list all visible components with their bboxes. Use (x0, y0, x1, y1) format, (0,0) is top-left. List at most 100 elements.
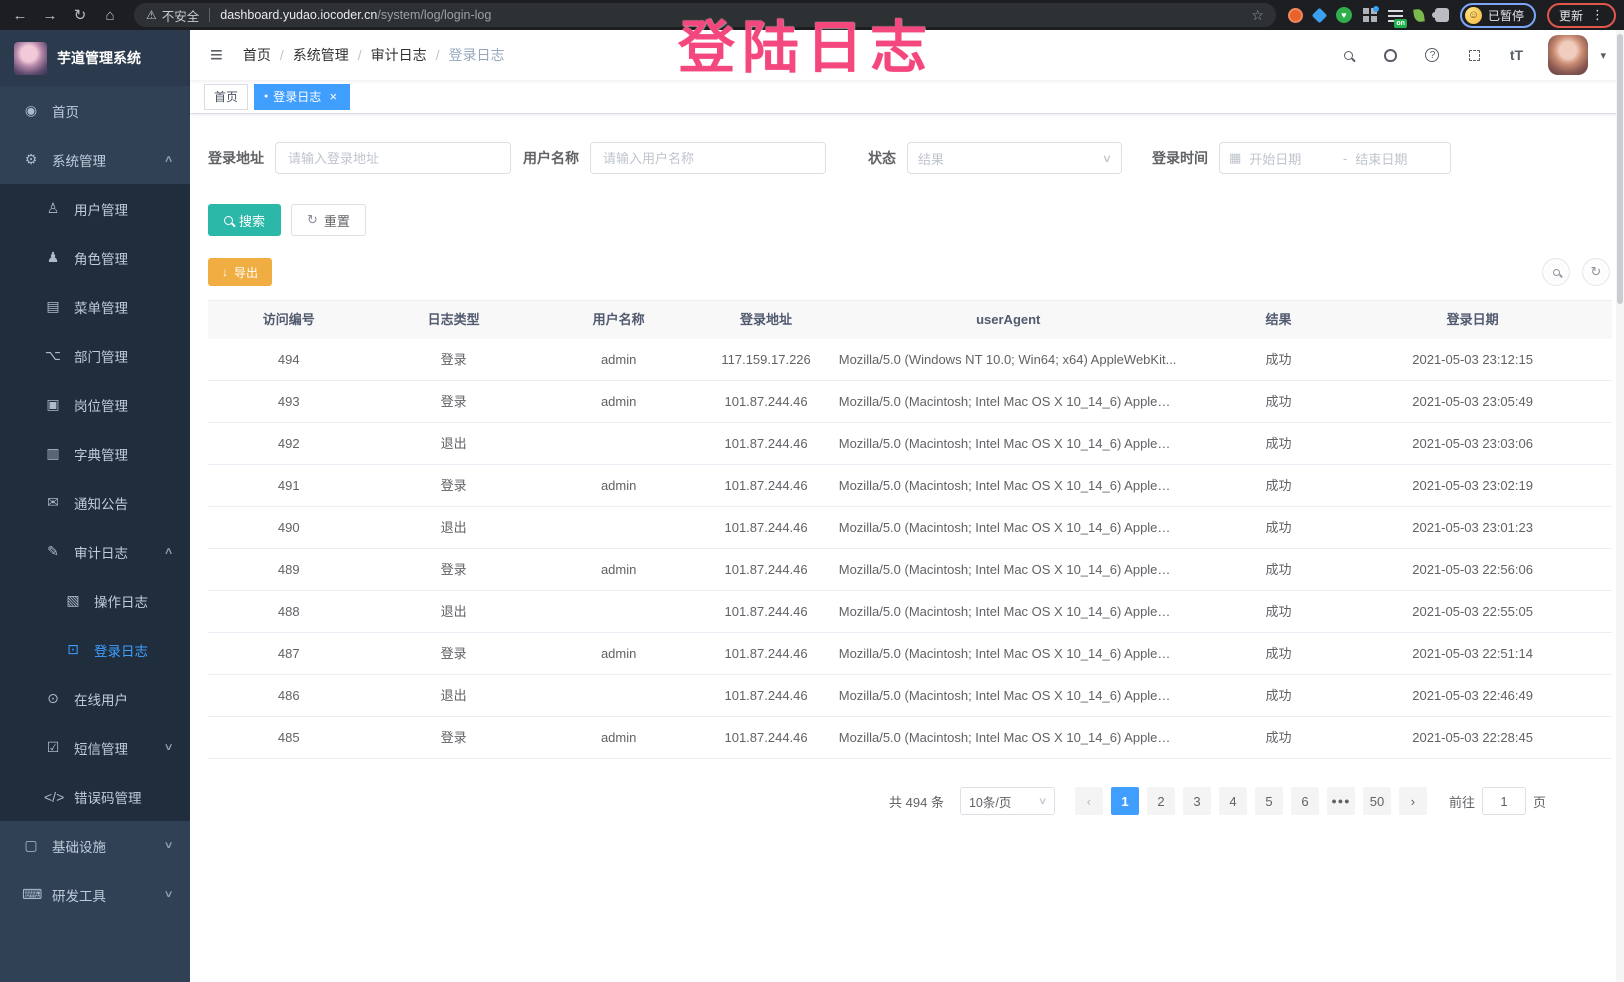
refresh-button[interactable]: ↻ (1582, 258, 1610, 286)
status-select[interactable]: 结果 ∨ (907, 142, 1122, 174)
search-button[interactable]: 搜索 (208, 204, 282, 236)
page-button[interactable]: 4 (1218, 787, 1247, 815)
sidebar-item-dev-tool[interactable]: ⌨ 研发工具 ∨ (0, 870, 190, 919)
app-logo[interactable]: 芋道管理系统 (0, 30, 190, 86)
sidebar-item-dict[interactable]: ▥ 字典管理 (0, 429, 190, 478)
scrollbar[interactable] (1616, 30, 1624, 982)
page-button[interactable]: 5 (1254, 787, 1283, 815)
cell-ip: 101.87.244.46 (724, 394, 808, 409)
breadcrumb-item-audit-log[interactable]: 审计日志 (349, 45, 427, 65)
reset-button[interactable]: ↻ 重置 (291, 204, 366, 236)
date-range-picker[interactable]: ▦ 开始日期 - 结束日期 (1219, 142, 1451, 174)
github-icon[interactable] (1380, 45, 1400, 65)
kebab-menu-icon[interactable]: ⋮ (1591, 7, 1604, 22)
paused-profile-chip[interactable]: ☺ 已暂停 (1459, 2, 1536, 28)
cell-result: 成功 (1265, 478, 1292, 493)
sidebar-item-role[interactable]: ♟ 角色管理 (0, 233, 190, 282)
page-button[interactable]: 50 (1362, 787, 1391, 815)
pagination: 共 494 条 10条/页 ∨ ‹ 1 2 3 4 5 6 (208, 787, 1612, 815)
close-icon[interactable]: × (329, 88, 338, 104)
search-icon[interactable] (1338, 45, 1358, 65)
sidebar-item-home[interactable]: ◉ 首页 (0, 86, 190, 135)
sidebar-item-menu[interactable]: ▤ 菜单管理 (0, 282, 190, 331)
scrollbar-thumb[interactable] (1617, 34, 1623, 304)
page-button[interactable]: 6 (1290, 787, 1319, 815)
prev-page-button[interactable]: ‹ (1074, 787, 1103, 815)
page-button[interactable]: 2 (1146, 787, 1175, 815)
address-input[interactable] (275, 142, 511, 174)
cell-date: 2021-05-03 22:51:14 (1412, 646, 1533, 661)
sidebar-item-label: 登录日志 (94, 643, 148, 659)
sidebar-item-sms[interactable]: ☑ 短信管理 ∨ (0, 723, 190, 772)
extension-blue-diamond-icon[interactable] (1311, 7, 1328, 23)
sidebar-menu: ◉ 首页 ⚙ 系统管理 ∧ ♙ 用户管理 ♟ (0, 86, 190, 919)
cell-log-type: 登录 (440, 646, 467, 661)
sidebar-item-error-code[interactable]: </> 错误码管理 (0, 772, 190, 821)
hamburger-icon[interactable]: ≡ (210, 42, 223, 67)
address-bar[interactable]: ⚠ 不安全 dashboard.yudao.iocoder.cn /system… (134, 3, 1276, 27)
chevron-down-icon[interactable]: ▾ (1600, 49, 1606, 62)
sidebar-item-notice[interactable]: ✉ 通知公告 (0, 478, 190, 527)
users-icon: ♟ (46, 249, 60, 265)
table-row: 492 退出 101.87.244.46 Mozilla/5.0 (Macint… (208, 423, 1612, 465)
browser-home-icon[interactable]: ⌂ (105, 6, 115, 24)
export-button[interactable]: ↓ 导出 (208, 258, 273, 286)
cell-user-agent: Mozilla/5.0 (Macintosh; Intel Mac OS X 1… (838, 478, 1184, 493)
user-avatar[interactable] (1548, 35, 1589, 75)
breadcrumb-item-home[interactable]: 首页 (242, 47, 271, 63)
browser-update-chip[interactable]: 更新 ⋮ (1546, 2, 1616, 28)
sidebar-item-dept[interactable]: ⌥ 部门管理 (0, 331, 190, 380)
url-host: dashboard.yudao.iocoder.cn (220, 8, 378, 22)
username-input[interactable] (590, 142, 826, 174)
page-size-select[interactable]: 10条/页 ∨ (959, 787, 1055, 815)
sidebar-item-infra[interactable]: ▢ 基础设施 ∨ (0, 821, 190, 870)
browser-back-icon[interactable]: ← (12, 6, 28, 24)
sidebar-item-label: 研发工具 (52, 888, 106, 904)
goto-page-input[interactable] (1481, 787, 1526, 815)
next-page-button[interactable]: › (1398, 787, 1427, 815)
sidebar-item-label: 角色管理 (74, 251, 128, 267)
page-button[interactable]: 3 (1182, 787, 1211, 815)
cell-id: 489 (277, 562, 300, 577)
extension-list-icon[interactable]: on (1387, 8, 1407, 28)
sidebar-item-post[interactable]: ▣ 岗位管理 (0, 380, 190, 429)
extension-leaf-icon[interactable] (1413, 7, 1425, 23)
tag-login-log[interactable]: ● 登录日志 × (254, 83, 351, 110)
cell-result: 成功 (1265, 646, 1292, 661)
help-icon[interactable]: ? (1422, 45, 1442, 65)
fontsize-icon[interactable]: tT (1509, 47, 1524, 63)
extension-green-heart-icon[interactable]: ♥ (1335, 7, 1352, 23)
cell-ip: 101.87.244.46 (724, 730, 808, 745)
cell-username: admin (600, 646, 637, 661)
sidebar-item-audit-log[interactable]: ✎ 审计日志 ∧ (0, 527, 190, 576)
sidebar-item-label: 首页 (52, 104, 79, 120)
bookmark-star-icon[interactable]: ☆ (1251, 6, 1264, 23)
cell-id: 492 (277, 436, 300, 451)
filter-form: 登录地址 用户名称 状态 结果 ∨ 登录时间 ▦ (208, 142, 1612, 174)
sidebar-item-login-log[interactable]: ⊡ 登录日志 (0, 625, 190, 674)
message-icon: ✉ (47, 494, 59, 510)
cell-username: admin (600, 562, 637, 577)
cell-id: 493 (277, 394, 300, 409)
browser-reload-icon[interactable]: ↻ (73, 7, 87, 24)
hide-search-button[interactable] (1542, 258, 1570, 286)
cell-username: admin (600, 394, 637, 409)
breadcrumb-item-system[interactable]: 系统管理 (271, 45, 349, 65)
extensions-puzzle-icon[interactable] (1431, 8, 1449, 22)
sidebar-item-operate-log[interactable]: ▧ 操作日志 (0, 576, 190, 625)
cell-user-agent: Mozilla/5.0 (Macintosh; Intel Mac OS X 1… (838, 604, 1184, 619)
page-button[interactable]: ●●● (1326, 787, 1355, 815)
page-button[interactable]: 1 (1110, 787, 1139, 815)
breadcrumb-item-login-log[interactable]: 登录日志 (427, 45, 505, 65)
sidebar-item-online[interactable]: ⊙ 在线用户 (0, 674, 190, 723)
cell-username: admin (600, 478, 637, 493)
extension-grid-icon[interactable] (1362, 6, 1379, 22)
tag-home[interactable]: ● 首页 × (204, 83, 249, 110)
sidebar-item-system[interactable]: ⚙ 系统管理 ∧ (0, 135, 190, 184)
browser-forward-icon[interactable]: → (42, 6, 58, 24)
sidebar-item-user[interactable]: ♙ 用户管理 (0, 184, 190, 233)
fullscreen-icon[interactable] (1464, 45, 1484, 65)
security-warning[interactable]: ⚠ 不安全 (146, 6, 199, 25)
extension-orange-circle-icon[interactable] (1287, 7, 1303, 23)
cell-username (538, 507, 699, 548)
